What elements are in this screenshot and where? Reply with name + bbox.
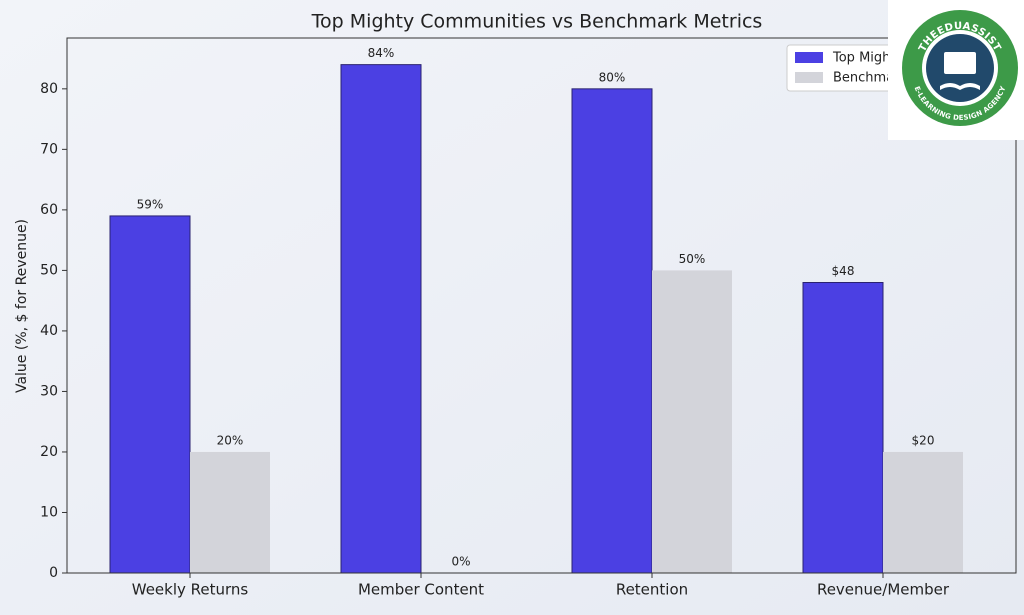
y-tick-label: 40 [40,323,58,339]
bar [652,270,732,573]
y-tick-label: 10 [40,504,58,520]
legend-swatch [795,52,823,63]
x-tick-label: Member Content [358,581,484,599]
y-tick-label: 60 [40,202,58,218]
y-tick-label: 0 [49,565,58,581]
y-axis-label: Value (%, $ for Revenue) [14,219,30,393]
y-tick-label: 50 [40,262,58,278]
y-tick-label: 30 [40,383,58,399]
value-label: 20% [217,433,244,447]
legend-swatch [795,72,823,83]
value-label: 50% [679,252,706,266]
bar [883,451,963,573]
bar [571,88,653,574]
chart-title: Top Mighty Communities vs Benchmark Metr… [311,11,763,33]
bar [340,64,422,574]
value-label: 59% [137,197,164,211]
logo-monitor [944,52,976,74]
bar [109,215,191,574]
y-tick-label: 70 [40,141,58,157]
y-tick-label: 20 [40,444,58,460]
y-tick-label: 80 [40,81,58,97]
logo: THEEDUASSIST E-LEARNING DESIGN AGENCY [888,0,1024,140]
x-tick-label: Retention [616,581,688,599]
plot-area: 0 10 20 30 40 50 60 70 80 Weekly Returns 59% 20% Mem… [40,37,1017,599]
value-label: 84% [368,46,395,60]
x-tick-label: Revenue/Member [817,581,950,599]
value-label: $20 [912,433,935,447]
value-label: 0% [451,555,470,569]
x-tick-label: Weekly Returns [132,581,249,599]
logo-book [940,83,980,90]
bar [802,282,884,574]
value-label: 80% [599,70,626,84]
axes-frame [66,37,1017,574]
value-label: $48 [832,264,855,278]
bar [190,451,270,573]
